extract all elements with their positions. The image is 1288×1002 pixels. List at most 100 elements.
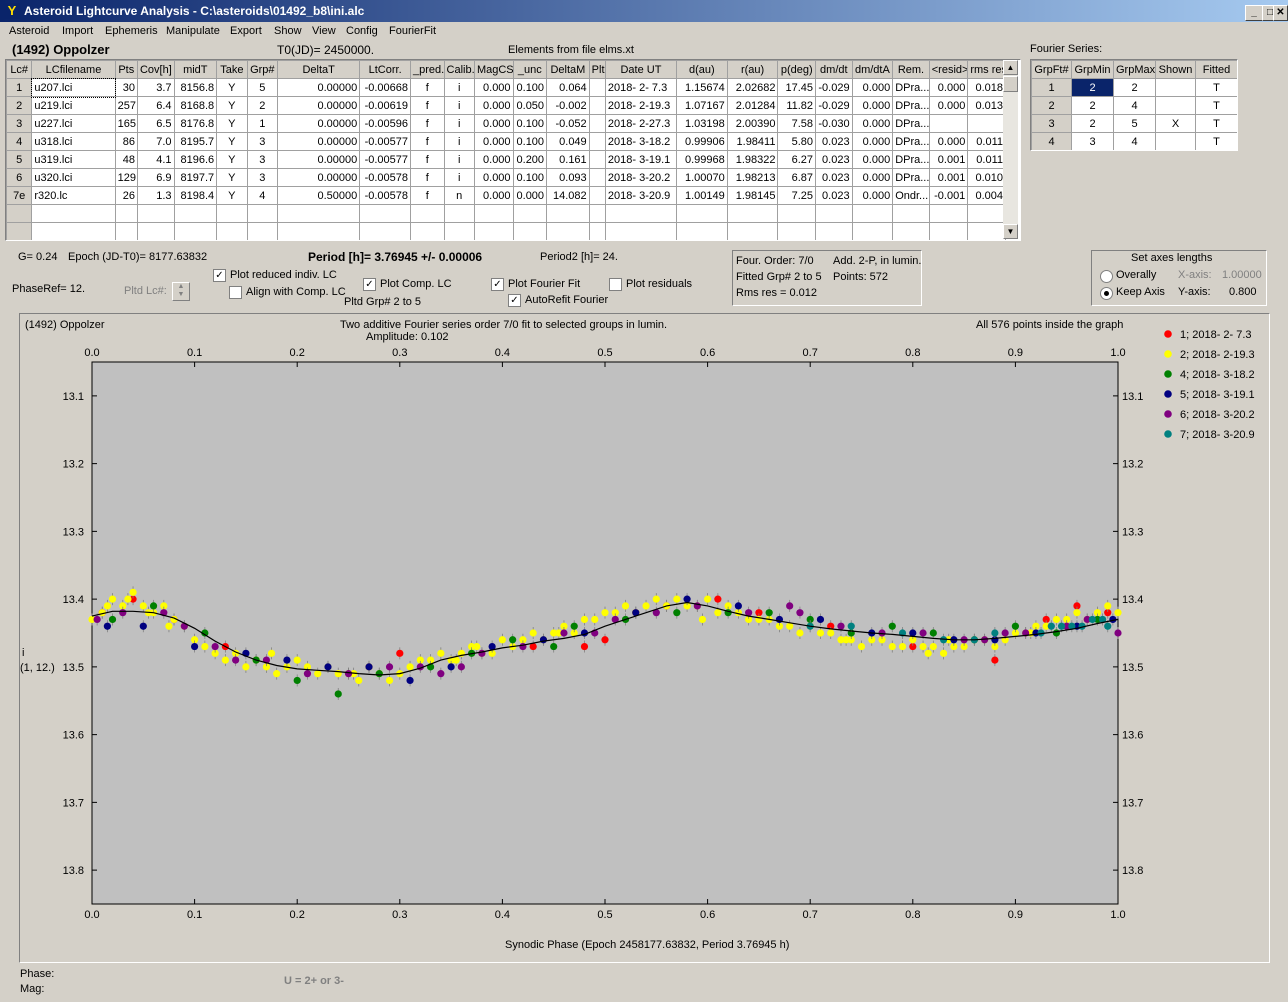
lc-cell[interactable]: 14.082: [546, 186, 590, 205]
fourier-cell[interactable]: 2: [1113, 78, 1156, 97]
lc-cell[interactable]: 8168.8: [173, 96, 218, 115]
lc-cell[interactable]: [605, 241, 676, 242]
lc-cell[interactable]: 0.000: [851, 150, 894, 169]
lc-cell[interactable]: 2.02682: [726, 78, 779, 97]
fourier-col-header[interactable]: GrpMax: [1113, 60, 1156, 79]
menu-ephemeris[interactable]: Ephemeris: [105, 25, 158, 37]
lc-col-header[interactable]: <resid>: [928, 60, 969, 79]
lc-cell[interactable]: u227.lci: [31, 114, 116, 133]
lc-cell[interactable]: 0.018: [967, 78, 1006, 97]
lc-cell[interactable]: [31, 222, 116, 240]
lc-col-header[interactable]: LtCorr.: [359, 60, 412, 79]
lc-cell[interactable]: 8176.8: [173, 114, 218, 133]
menu-manipulate[interactable]: Manipulate: [166, 25, 220, 37]
menu-config[interactable]: Config: [346, 25, 378, 37]
lc-cell[interactable]: 6.87: [777, 168, 817, 187]
lc-cell[interactable]: [474, 241, 513, 242]
lc-cell[interactable]: [32, 241, 115, 242]
lc-row-header[interactable]: 3: [6, 114, 33, 133]
lc-cell[interactable]: [216, 204, 248, 223]
lc-cell[interactable]: 2018- 3-18.2: [604, 132, 677, 151]
lc-cell[interactable]: i: [443, 96, 475, 115]
lc-row-header[interactable]: [6, 204, 33, 223]
lc-cell[interactable]: 0.000: [512, 186, 548, 205]
lc-cell[interactable]: [816, 241, 853, 242]
lc-cell[interactable]: [726, 204, 779, 223]
lc-cell[interactable]: 0.004: [967, 186, 1006, 205]
lc-cell[interactable]: 0.000: [473, 186, 514, 205]
lc-cell[interactable]: i: [443, 150, 475, 169]
menu-fourierfit[interactable]: FourierFit: [389, 25, 437, 37]
lc-cell[interactable]: 8198.4: [173, 186, 218, 205]
lc-col-header[interactable]: Grp#: [246, 60, 279, 79]
lc-cell[interactable]: 3: [246, 168, 279, 187]
lc-cell[interactable]: [815, 204, 853, 223]
lc-cell[interactable]: 1.03198: [675, 114, 728, 133]
scroll-up-icon[interactable]: ▲: [1003, 60, 1018, 75]
lc-cell[interactable]: f: [410, 186, 445, 205]
lc-cell[interactable]: 0.049: [546, 132, 590, 151]
lc-cell[interactable]: 1: [246, 114, 279, 133]
lc-cell[interactable]: 0.50000: [277, 186, 361, 205]
lc-cell[interactable]: 1.98322: [726, 150, 779, 169]
lc-cell[interactable]: 0.000: [928, 96, 969, 115]
lc-table-row[interactable]: 1 u207.lci 30 3.7 8156.8 Y 5 0.00000 -0.00668 f i 0…: [6, 77, 1006, 98]
lc-cell[interactable]: 0.00000: [277, 150, 361, 169]
lc-col-header[interactable]: Calib.: [443, 60, 475, 79]
lc-cell[interactable]: 2.01284: [726, 96, 779, 115]
lc-cell[interactable]: [851, 222, 894, 240]
lc-cell[interactable]: [589, 241, 605, 242]
lc-cell[interactable]: [174, 241, 217, 242]
lc-col-header[interactable]: Rem.: [892, 60, 930, 79]
lc-cell[interactable]: [217, 241, 247, 242]
lc-cell[interactable]: 0.000: [473, 96, 514, 115]
lc-cell[interactable]: r320.lc: [31, 186, 116, 205]
lc-cell[interactable]: 0.00000: [277, 132, 361, 151]
lc-cell[interactable]: [359, 204, 412, 223]
lc-cell[interactable]: [246, 204, 279, 223]
lc-cell[interactable]: [676, 241, 727, 242]
lc-row-header[interactable]: 1: [6, 78, 33, 97]
lc-cell[interactable]: 0.00000: [277, 168, 361, 187]
lc-cell[interactable]: 1.00070: [675, 168, 728, 187]
lc-cell[interactable]: 6.9: [136, 168, 175, 187]
lc-cell[interactable]: f: [410, 96, 445, 115]
lc-cell[interactable]: 86: [114, 132, 138, 151]
keep-axis-radio[interactable]: [1100, 287, 1113, 300]
lc-cell[interactable]: [512, 204, 548, 223]
lc-cell[interactable]: 0.100: [512, 78, 548, 97]
lc-cell[interactable]: 7.58: [777, 114, 817, 133]
fourier-cell[interactable]: 4: [1113, 132, 1156, 150]
lc-cell[interactable]: [136, 204, 175, 223]
lc-cell[interactable]: [410, 204, 445, 223]
menu-show[interactable]: Show: [274, 25, 302, 37]
lc-cell[interactable]: [546, 222, 590, 240]
lc-cell[interactable]: i: [443, 168, 475, 187]
lc-cell[interactable]: 0.023: [815, 132, 853, 151]
lc-cell[interactable]: 1.3: [136, 186, 175, 205]
lc-cell[interactable]: -0.029: [815, 78, 853, 97]
lc-col-header[interactable]: _pred.: [410, 60, 445, 79]
lc-table-row[interactable]: 7e r320.lc 26 1.3 8198.4 Y 4 0.50000 -0.00578 f n 0…: [6, 186, 1006, 205]
lc-col-header[interactable]: midT: [173, 60, 218, 79]
lc-cell[interactable]: 6.5: [136, 114, 175, 133]
lc-cell[interactable]: [443, 222, 475, 240]
fourier-cell[interactable]: 2: [1071, 96, 1114, 115]
lc-cell[interactable]: 11.82: [777, 96, 817, 115]
lc-cell[interactable]: 5.80: [777, 132, 817, 151]
lc-cell[interactable]: 0.161: [546, 150, 590, 169]
lc-cell[interactable]: [277, 204, 361, 223]
lc-cell[interactable]: i: [443, 78, 475, 97]
lc-cell[interactable]: -0.029: [815, 96, 853, 115]
lc-cell[interactable]: [967, 222, 1006, 240]
lc-cell[interactable]: [444, 241, 474, 242]
lc-cell[interactable]: 0.000: [851, 78, 894, 97]
lc-cell[interactable]: [277, 222, 361, 240]
lc-cell[interactable]: [851, 204, 894, 223]
lc-cell[interactable]: 48: [114, 150, 138, 169]
title-bar[interactable]: Y Asteroid Lightcurve Analysis - C:\aste…: [0, 0, 1288, 22]
lc-cell[interactable]: [359, 222, 412, 240]
lc-cell[interactable]: 5: [246, 78, 279, 97]
lc-cell[interactable]: [929, 241, 968, 242]
lc-cell[interactable]: -0.00619: [359, 96, 412, 115]
